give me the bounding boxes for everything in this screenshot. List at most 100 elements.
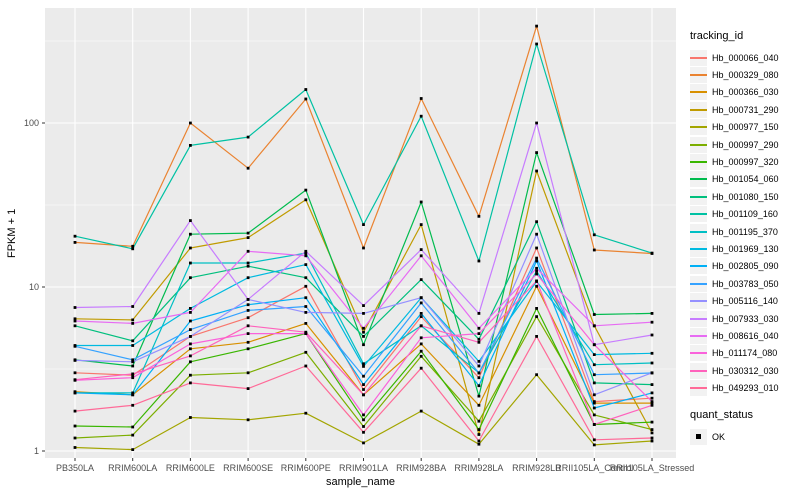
point-marker xyxy=(131,344,135,347)
point-marker xyxy=(73,436,77,440)
legend-entry-label: Hb_001080_150 xyxy=(712,191,779,202)
point-marker xyxy=(650,371,654,375)
x-tick-label: RRIM928LA xyxy=(454,463,503,473)
legend-entry-Hb_000997_320: Hb_000997_320 xyxy=(690,153,798,171)
legend-entry-Hb_003783_050: Hb_003783_050 xyxy=(690,275,798,292)
point-marker xyxy=(246,387,250,390)
point-marker xyxy=(189,360,192,364)
legend-entry-label: Hb_000977_150 xyxy=(712,122,779,133)
legend-key-line-icon xyxy=(690,380,707,397)
legend-entry-label: Hb_007933_030 xyxy=(712,313,779,324)
legend-entry-Hb_001109_160: Hb_001109_160 xyxy=(690,206,798,223)
point-marker xyxy=(131,364,135,368)
legend-entry-Hb_008616_040: Hb_008616_040 xyxy=(690,327,798,344)
x-tick-label: RRIM600LA xyxy=(108,463,157,473)
point-marker xyxy=(650,403,654,407)
point-marker xyxy=(650,312,654,315)
legend-key-line-icon xyxy=(690,84,707,101)
point-marker xyxy=(362,246,365,250)
point-marker xyxy=(477,403,481,407)
point-marker xyxy=(304,332,308,335)
point-marker xyxy=(73,306,77,309)
point-marker xyxy=(73,319,77,323)
point-marker xyxy=(535,284,538,288)
y-tick-label: 10 xyxy=(29,282,39,292)
point-marker xyxy=(419,248,423,251)
point-marker xyxy=(650,436,654,440)
legend-entry-label: Hb_001054_060 xyxy=(712,174,779,185)
point-marker xyxy=(304,330,308,334)
point-marker xyxy=(304,263,308,266)
point-marker xyxy=(131,360,135,364)
point-marker xyxy=(535,373,538,377)
point-marker xyxy=(246,347,250,351)
legend-entry-label: Hb_008616_040 xyxy=(712,330,779,341)
point-marker xyxy=(362,383,365,386)
legend-entry-label: Hb_002805_090 xyxy=(712,261,779,272)
point-marker xyxy=(650,391,654,395)
point-marker xyxy=(189,319,192,323)
point-marker xyxy=(477,364,481,368)
point-marker xyxy=(73,424,77,428)
point-marker xyxy=(535,220,538,224)
point-marker xyxy=(131,403,135,407)
legend-entry-label: Hb_003783_050 xyxy=(712,278,779,289)
point-marker xyxy=(246,298,250,301)
point-marker xyxy=(535,315,538,318)
point-marker xyxy=(246,303,250,307)
point-marker xyxy=(131,322,135,325)
legend-entry-label: Hb_000997_320 xyxy=(712,157,779,168)
point-marker xyxy=(362,393,365,397)
point-marker xyxy=(131,305,135,308)
point-marker xyxy=(477,439,481,443)
point-marker xyxy=(246,324,250,328)
legend-key-line-icon xyxy=(690,345,707,362)
legend-entries-quant-status: OK xyxy=(690,428,798,445)
legend-title-quant-status: quant_status xyxy=(690,408,753,421)
point-marker xyxy=(477,384,481,388)
point-marker xyxy=(246,231,250,235)
point-marker xyxy=(131,247,135,251)
point-marker xyxy=(131,391,135,395)
legend-key-line-icon xyxy=(690,327,707,344)
point-marker xyxy=(477,340,481,344)
y-tick-label: 100 xyxy=(24,118,39,128)
point-marker xyxy=(246,236,250,239)
point-marker xyxy=(131,425,135,429)
point-marker xyxy=(362,312,365,315)
point-marker xyxy=(246,316,250,320)
legend-entry-Hb_011174_080: Hb_011174_080 xyxy=(690,345,798,362)
point-marker xyxy=(535,256,538,260)
legend-entry-Hb_005116_140: Hb_005116_140 xyxy=(690,292,798,310)
point-marker xyxy=(246,276,250,280)
legend-entry-Hb_000731_290: Hb_000731_290 xyxy=(690,101,798,118)
point-marker xyxy=(419,223,423,226)
point-marker xyxy=(304,305,308,308)
point-marker xyxy=(304,364,308,368)
point-marker xyxy=(73,234,77,238)
legend-entry-Hb_001054_060: Hb_001054_060 xyxy=(690,171,798,188)
point-marker xyxy=(535,269,538,273)
point-marker xyxy=(304,322,308,325)
point-marker xyxy=(362,441,365,445)
point-marker xyxy=(419,324,423,328)
legend-entry-Hb_000366_030: Hb_000366_030 xyxy=(690,84,798,101)
x-tick-label: RRIM901LA xyxy=(339,463,388,473)
legend-entry-Hb_001969_130: Hb_001969_130 xyxy=(690,240,798,257)
legend-entry-label: Hb_000066_040 xyxy=(712,52,779,63)
legend-entry-label: Hb_000731_290 xyxy=(712,104,779,115)
point-marker xyxy=(650,396,654,400)
point-marker xyxy=(419,336,423,340)
point-marker xyxy=(592,353,596,356)
point-marker xyxy=(592,423,596,426)
point-marker xyxy=(592,438,596,442)
point-marker xyxy=(419,254,423,258)
point-marker xyxy=(650,431,654,435)
point-marker xyxy=(189,219,192,222)
y-axis-title: FPKM + 1 xyxy=(6,208,18,258)
point-marker xyxy=(131,318,135,322)
point-marker xyxy=(592,324,596,328)
point-marker xyxy=(73,344,77,348)
point-marker xyxy=(304,249,308,253)
